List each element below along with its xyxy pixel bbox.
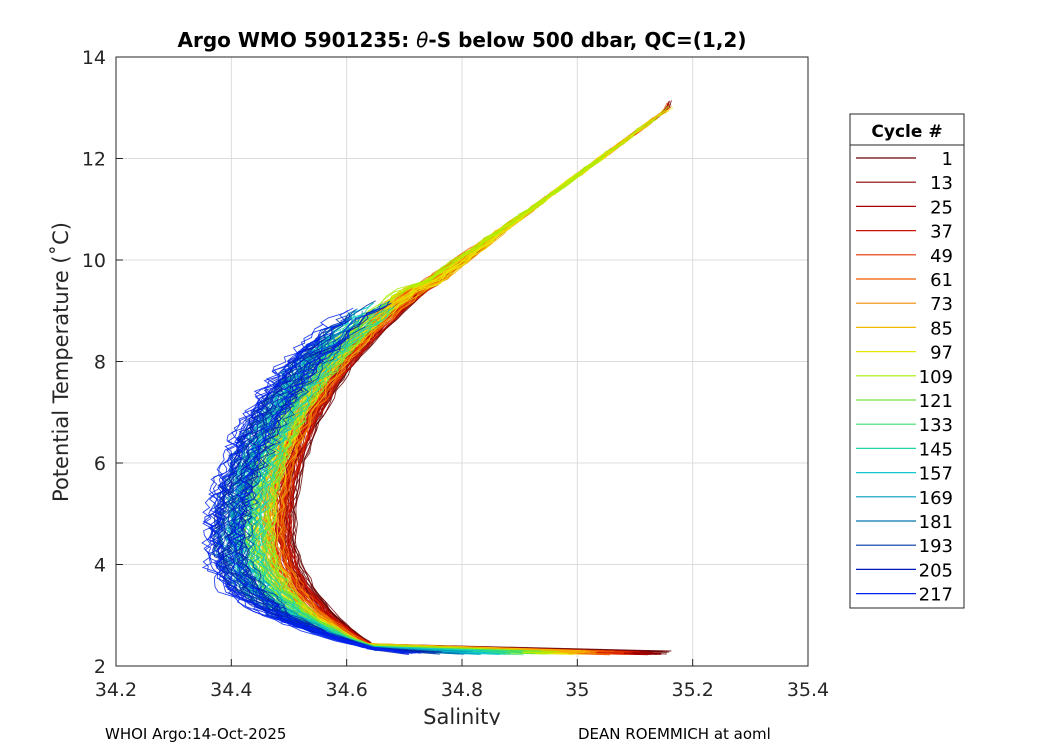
profile-line — [294, 100, 672, 650]
profile-line — [281, 175, 613, 653]
profile-line — [245, 326, 384, 652]
y-axis-ticks: 2 4 6 8 10 12 14 — [82, 47, 123, 678]
legend-title: Cycle # — [871, 122, 942, 142]
legend-entry-label: 109 — [919, 367, 953, 388]
profile-line — [258, 318, 506, 654]
x-axis-label: Salinity — [423, 705, 501, 725]
profile-line — [280, 133, 670, 653]
legend-entry-label: 61 — [930, 270, 953, 291]
profile-line — [281, 158, 654, 654]
footer-date: WHOI Argo:14-Oct-2025 — [105, 725, 287, 743]
profile-line — [284, 125, 658, 655]
profile-line — [283, 140, 667, 655]
profile-line — [281, 167, 649, 653]
y-tick-label: 12 — [82, 149, 106, 171]
x-tick-label: 34.6 — [326, 679, 368, 701]
y-tick-label: 6 — [94, 453, 106, 475]
profile-line — [288, 127, 643, 656]
legend-entry-label: 181 — [919, 512, 953, 533]
x-axis-ticks: 34.2 34.4 34.6 34.8 35 35.2 35.4 — [95, 659, 829, 701]
profile-line — [227, 347, 440, 655]
profile-line — [276, 167, 624, 654]
profile-line — [209, 313, 405, 653]
legend-entry-label: 133 — [919, 415, 953, 436]
profile-line — [292, 153, 664, 652]
profile-line — [214, 318, 373, 650]
profile-line — [278, 163, 632, 653]
footer-attribution: DEAN ROEMMICH at aoml — [578, 725, 771, 743]
legend-entry-label: 37 — [930, 222, 953, 243]
chart-title: Argo WMO 5901235: θ-S below 500 dbar, QC… — [178, 28, 747, 52]
legend-entry-label: 97 — [930, 343, 953, 364]
legend-entry-label: 13 — [930, 173, 953, 194]
x-tick-label: 34.4 — [210, 679, 252, 701]
profile-lines — [201, 100, 674, 656]
legend-entry-label: 193 — [919, 536, 953, 557]
profile-line — [280, 137, 631, 654]
legend-entry-label: 85 — [930, 318, 953, 339]
y-axis-label: Potential Temperature (˚C) — [49, 222, 73, 502]
legend-entry-label: 73 — [930, 294, 953, 315]
y-tick-label: 4 — [94, 555, 106, 577]
profile-line — [287, 142, 661, 653]
legend-entry-label: 1 — [942, 149, 953, 170]
profile-line — [211, 341, 373, 650]
profile-line — [257, 306, 395, 651]
profile-line — [201, 307, 377, 652]
legend-entry-label: 157 — [919, 464, 953, 485]
y-tick-label: 14 — [82, 47, 106, 69]
profile-line — [288, 109, 667, 651]
profile-line — [258, 334, 382, 651]
legend-entry-label: 49 — [930, 246, 953, 267]
legend-entry-label: 205 — [919, 560, 953, 581]
legend-entry-label: 169 — [919, 488, 953, 509]
profile-line — [259, 307, 499, 652]
profile-line — [286, 152, 608, 650]
x-tick-label: 35.4 — [787, 679, 829, 701]
profile-line — [285, 116, 660, 651]
x-tick-label: 35 — [565, 679, 589, 701]
x-tick-label: 34.2 — [95, 679, 137, 701]
profile-line — [267, 137, 628, 655]
profile-line — [212, 335, 409, 655]
legend-box — [849, 113, 965, 609]
profile-line — [234, 300, 416, 654]
legend: Cycle # 1 13 25 37 49 61 73 85 97 109 121 133 145 157… — [849, 113, 965, 609]
profile-line — [286, 149, 652, 656]
profile-line — [285, 156, 661, 655]
legend-entry-label: 121 — [919, 391, 953, 412]
legend-entry-label: 145 — [919, 439, 953, 460]
profile-line — [264, 307, 395, 651]
theta-s-chart: Argo WMO 5901235: θ-S below 500 dbar, QC… — [49, 28, 965, 725]
legend-entry-label: 25 — [930, 197, 953, 218]
profile-line — [289, 153, 672, 652]
x-tick-label: 35.2 — [672, 679, 714, 701]
profile-line — [202, 338, 399, 652]
y-tick-label: 2 — [94, 656, 106, 678]
profile-line — [283, 146, 618, 650]
profile-line — [208, 338, 413, 654]
x-tick-label: 34.8 — [441, 679, 483, 701]
legend-entry-label: 217 — [919, 585, 953, 606]
profile-line — [227, 304, 405, 655]
y-tick-label: 10 — [82, 250, 106, 272]
y-tick-label: 8 — [94, 352, 106, 374]
profile-line — [280, 169, 653, 653]
